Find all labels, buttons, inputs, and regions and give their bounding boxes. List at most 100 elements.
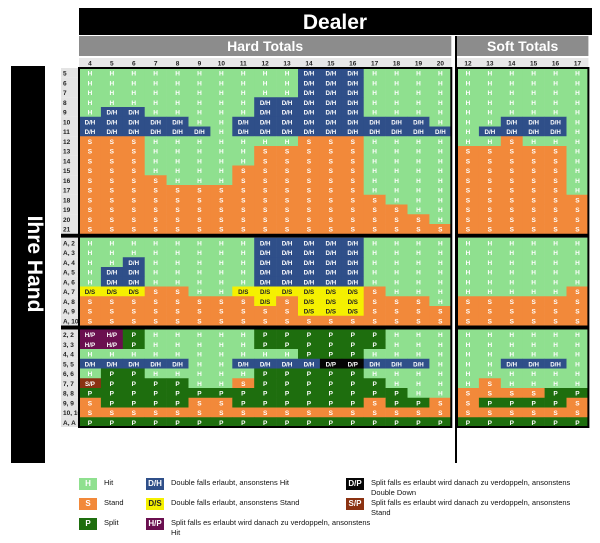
cell: [566, 194, 589, 205]
cell-label: H: [197, 361, 202, 368]
column-label: 7: [154, 61, 158, 68]
cell-label: H: [509, 100, 514, 107]
cell-label: H: [575, 129, 580, 136]
cell: [500, 306, 523, 317]
cell-label: H: [438, 342, 443, 349]
cell: [478, 87, 502, 98]
cell: [457, 185, 480, 196]
row-label: 7: [63, 90, 67, 97]
cell-label: S: [219, 207, 224, 214]
cell: [341, 155, 364, 166]
cell-label: H: [466, 289, 471, 296]
cell-label: P: [153, 391, 158, 398]
cell-label: H: [416, 352, 421, 359]
cell: [254, 368, 277, 379]
row-label-bg: [61, 155, 79, 166]
cell-label: H: [175, 149, 180, 156]
cell: [363, 349, 386, 360]
cell-label: H: [219, 90, 224, 97]
cell-label: H: [553, 250, 558, 257]
cell: [500, 214, 523, 225]
cell-label: D/H: [282, 240, 293, 247]
cell-label: H: [575, 178, 580, 185]
cell-label: H: [285, 90, 290, 97]
cell-label: S: [531, 158, 536, 165]
cell-label: D/H: [282, 361, 293, 368]
cell-label: H: [438, 178, 443, 185]
cell: [210, 155, 233, 166]
cell: [254, 77, 277, 88]
cell: [544, 155, 567, 166]
cell-label: S: [488, 381, 493, 388]
cell: [363, 306, 386, 317]
column-label: 12: [262, 61, 270, 68]
cell: [566, 107, 589, 118]
cell: [319, 358, 343, 369]
cell: [478, 204, 502, 215]
cell: [478, 185, 502, 196]
cell: [363, 136, 386, 147]
cell-label: H: [241, 158, 246, 165]
cell: [544, 368, 567, 379]
cell: [254, 136, 277, 147]
cell: [210, 204, 233, 215]
cell-label: S: [285, 207, 290, 214]
cell: [79, 97, 102, 108]
cell: [298, 397, 321, 408]
cell-label: S: [510, 139, 515, 146]
row-label-bg: [61, 214, 79, 224]
cell-label: D/H: [107, 110, 118, 117]
cell-label: P: [307, 400, 312, 407]
cell: [122, 247, 145, 258]
cell: [100, 77, 124, 88]
cell-label: H: [466, 129, 471, 136]
cell-label: S: [307, 168, 312, 175]
row-label-bg: [61, 339, 79, 349]
cell: [363, 146, 386, 157]
cell: [298, 87, 321, 98]
cell-label: H: [109, 71, 114, 78]
cell: [232, 146, 255, 157]
cell: [407, 276, 430, 287]
cell-label: H: [175, 80, 180, 87]
cell-label: D/H: [528, 119, 539, 126]
cell-label: H: [553, 279, 558, 286]
cell-label: D/S: [129, 289, 139, 296]
cell-label: S: [531, 188, 536, 195]
cell: [276, 165, 299, 176]
cell: [319, 388, 343, 399]
cell: [500, 257, 523, 268]
cell-label: D/H: [326, 71, 337, 78]
cell: [122, 257, 145, 268]
cell: [500, 87, 523, 98]
cell: [319, 214, 343, 225]
cell: [232, 397, 255, 408]
cell: [144, 165, 167, 176]
cell-label: S: [510, 410, 515, 417]
cell: [478, 136, 502, 147]
cell: [166, 224, 189, 235]
cell-label: S: [466, 391, 471, 398]
cell: [100, 286, 124, 297]
cell: [385, 165, 408, 176]
cell-label: H: [553, 80, 558, 87]
cell-label: D/H: [260, 119, 271, 126]
legend-label: Split falls es erlaubt wird danach zu ve…: [171, 518, 371, 537]
cell-label: S: [307, 207, 312, 214]
cell: [79, 155, 102, 166]
hard-grid-border: [78, 67, 453, 428]
cell-label: P: [241, 391, 246, 398]
cell-label: S: [438, 227, 443, 234]
cell-label: H: [438, 168, 443, 175]
row-label-bg: [61, 358, 79, 369]
cell: [385, 267, 408, 278]
cell: [188, 77, 211, 88]
cell: [122, 339, 145, 350]
cell-label: H: [394, 158, 399, 165]
cell-label: H: [394, 371, 399, 378]
cell-label: S: [110, 227, 115, 234]
cell: [429, 175, 452, 186]
cell: [319, 267, 343, 278]
cell: [319, 286, 343, 297]
cell-label: S: [88, 227, 93, 234]
